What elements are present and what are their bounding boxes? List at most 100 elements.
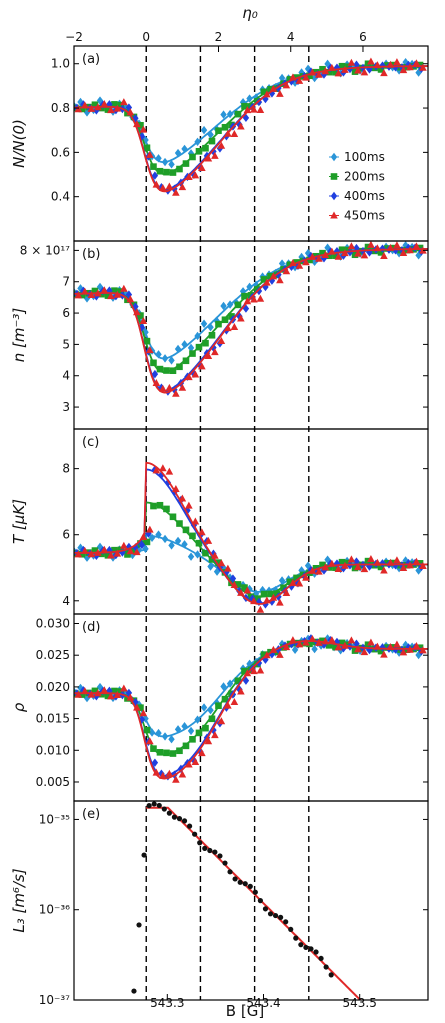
datapoint-a-0-20: [200, 125, 208, 135]
datapoint-a-3-41: [341, 65, 349, 73]
ytick-label-e-0: 10⁻³⁷: [39, 993, 70, 1007]
datapoint-a-3-14: [165, 182, 174, 190]
datapoint-c-1-30: [267, 590, 274, 598]
datapoint-a-1-6: [111, 101, 118, 108]
panel-frame-b: [73, 240, 429, 430]
datapoint-b-1-30: [267, 272, 274, 280]
datapoint-c-3-5: [107, 551, 115, 559]
fit-curve-a-3: [74, 65, 428, 193]
datapoint-d-3-17: [185, 760, 193, 768]
datapoint-c-3-32: [282, 589, 291, 597]
datapoint-a-3-12: [152, 180, 161, 188]
datapoint-b-1-20: [202, 339, 209, 347]
datapoint-c-0-2: [83, 553, 91, 562]
datapoint-a-1-17: [182, 160, 190, 167]
datapoint-a-3-24: [230, 129, 239, 137]
datapoint-b-1-16: [176, 363, 183, 371]
datapoint-e-14: [202, 845, 208, 851]
datapoint-a-1-36: [306, 72, 313, 80]
datapoint-c-3-50: [399, 564, 408, 572]
datapoint-b-3-6: [113, 290, 122, 298]
datapoint-c-1-4: [98, 550, 105, 558]
datapoint-c-3-11: [146, 525, 154, 533]
datapoint-d-3-13: [159, 771, 167, 779]
datapoint-d-0-24: [226, 679, 234, 688]
datapoint-d-1-23: [221, 695, 229, 703]
datapoint-b-3-8: [126, 295, 135, 303]
datapoint-b-3-29: [263, 278, 271, 286]
datapoint-c-3-53: [419, 561, 427, 569]
datapoint-d-1-19: [195, 729, 203, 737]
panel-data-a: [74, 57, 428, 196]
datapoint-d-3-25: [237, 687, 245, 695]
datapoint-a-1-23: [221, 123, 229, 131]
datapoint-d-1-18: [189, 736, 196, 743]
datapoint-b-0-27: [246, 282, 253, 292]
datapoint-a-3-26: [243, 106, 252, 114]
datapoint-a-2-42: [346, 64, 354, 74]
datapoint-d-1-22: [215, 702, 222, 710]
datapoint-a-1-11: [143, 144, 151, 152]
datapoint-b-3-22: [217, 337, 226, 345]
datapoint-d-0-12: [148, 728, 156, 737]
datapoint-a-3-10: [139, 125, 148, 133]
datapoint-c-0-19: [194, 550, 201, 559]
datapoint-d-3-39: [328, 636, 336, 644]
datapoint-a-1-3: [91, 101, 99, 109]
datapoint-c-1-47: [377, 563, 385, 571]
datapoint-b-1-12: [150, 359, 157, 367]
datapoint-c-3-17: [185, 501, 193, 509]
datapoint-c-3-24: [230, 580, 239, 588]
datapoint-c-1-22: [215, 559, 222, 566]
datapoint-d-2-43: [353, 639, 360, 648]
datapoint-a-3-31: [276, 89, 284, 97]
datapoint-a-3-7: [120, 98, 128, 106]
datapoint-b-1-29: [260, 276, 268, 283]
datapoint-b-3-36: [308, 252, 317, 260]
datapoint-a-3-21: [211, 151, 219, 159]
datapoint-c-3-20: [204, 536, 213, 544]
datapoint-a-3-53: [419, 63, 427, 71]
datapoint-a-3-39: [328, 63, 336, 71]
datapoint-c-1-3: [91, 547, 99, 554]
datapoint-c-0-15: [168, 541, 175, 550]
datapoint-c-3-33: [289, 579, 297, 587]
datapoint-b-3-2: [87, 291, 96, 299]
datapoint-c-0-41: [337, 564, 344, 574]
datapoint-a-2-21: [210, 147, 217, 156]
datapoint-c-3-52: [412, 557, 421, 565]
datapoint-e-37: [318, 955, 324, 962]
datapoint-b-1-23: [221, 316, 229, 324]
datapoint-a-3-29: [263, 90, 271, 98]
datapoint-d-0-21: [207, 706, 214, 715]
datapoint-b-3-0: [74, 291, 83, 299]
datapoint-c-2-28: [255, 597, 263, 607]
datapoint-b-1-6: [111, 287, 118, 294]
datapoint-e-34: [303, 944, 309, 951]
datapoint-e-18: [222, 860, 228, 866]
datapoint-b-3-44: [360, 251, 369, 259]
datapoint-e-32: [293, 935, 299, 941]
datapoint-c-2-31: [275, 592, 282, 601]
datapoint-a-3-44: [360, 68, 369, 76]
legend: 100ms 200ms 400ms 450ms: [329, 150, 385, 223]
datapoint-b-3-49: [393, 241, 401, 249]
ytick-label-b-5: 8 × 10¹⁷: [20, 243, 70, 257]
panel-frame-e: [73, 800, 429, 1001]
datapoint-d-3-53: [419, 646, 427, 654]
panel-frame-d: [73, 613, 429, 802]
datapoint-c-1-12: [150, 502, 157, 510]
datapoint-c-3-46: [373, 558, 382, 566]
datapoint-d-0-19: [194, 715, 201, 724]
ytick-label-c-1: 6: [62, 528, 70, 542]
datapoint-b-3-26: [243, 297, 252, 305]
datapoint-d-3-22: [217, 717, 226, 725]
datapoint-d-2-10: [138, 715, 146, 724]
datapoint-a-1-12: [150, 163, 157, 170]
datapoint-d-3-43: [354, 645, 362, 653]
datapoint-c-0-24: [226, 573, 234, 582]
data-layer: [74, 57, 428, 1000]
datapoint-c-3-30: [269, 593, 278, 601]
fit-curve-c-2: [74, 468, 428, 605]
datapoint-c-1-28: [254, 595, 261, 602]
